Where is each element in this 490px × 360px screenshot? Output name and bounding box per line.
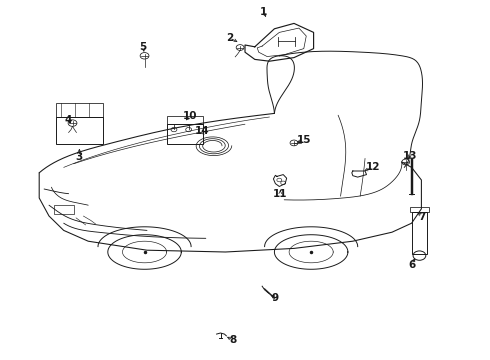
Bar	[412, 212, 427, 254]
Text: 6: 6	[408, 260, 415, 270]
Text: 14: 14	[195, 126, 209, 136]
Text: 13: 13	[402, 150, 417, 161]
Bar	[56, 103, 103, 117]
Text: 4: 4	[65, 114, 73, 125]
Text: 7: 7	[418, 212, 426, 222]
Bar	[54, 205, 74, 214]
Text: 12: 12	[366, 162, 381, 172]
Text: 2: 2	[226, 33, 233, 43]
Bar	[410, 207, 429, 212]
Text: 5: 5	[140, 42, 147, 52]
Bar	[167, 124, 203, 144]
Text: 15: 15	[296, 135, 311, 145]
Text: 1: 1	[260, 6, 267, 17]
Text: 11: 11	[273, 189, 288, 199]
Text: 9: 9	[272, 293, 279, 303]
Bar	[56, 117, 103, 144]
Bar	[167, 116, 203, 124]
Text: 8: 8	[230, 335, 237, 345]
Text: 10: 10	[183, 111, 197, 121]
Text: 3: 3	[76, 152, 83, 162]
